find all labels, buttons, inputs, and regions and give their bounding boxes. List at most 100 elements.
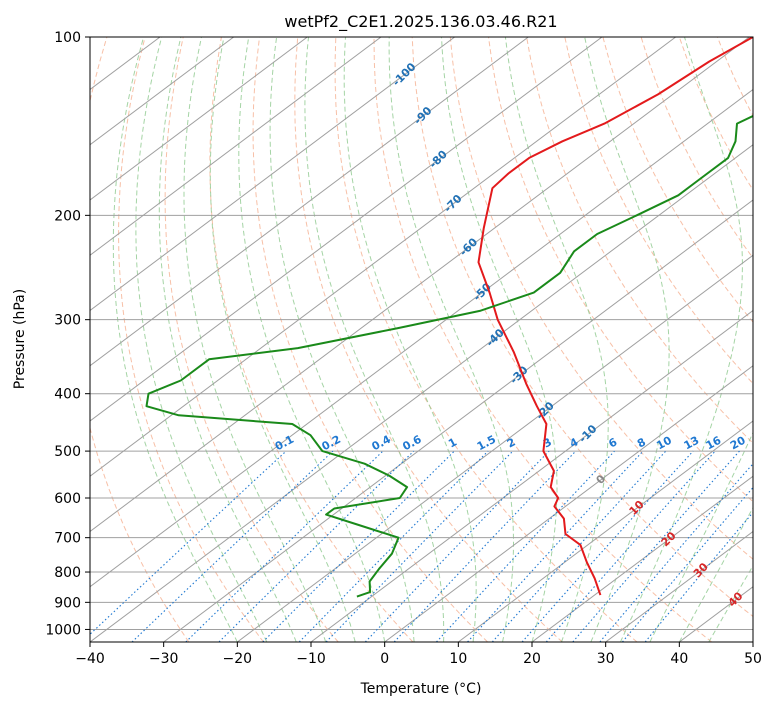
dry-adiabat-line: [90, 37, 190, 642]
mixing-ratio-label: 8: [635, 435, 648, 450]
mixing-ratio-label: 16: [704, 434, 724, 453]
mixing-ratio-label: 10: [654, 434, 674, 453]
mixing-ratio-line: [364, 450, 550, 642]
mixing-ratio-label: 13: [682, 434, 702, 453]
isotherm-label: 10: [627, 498, 647, 518]
moist-adiabat-line: [441, 37, 558, 642]
y-tick-label: 100: [54, 30, 81, 46]
pressure-grid: [90, 37, 753, 630]
mixing-ratio-label: 0.6: [400, 433, 424, 454]
y-tick-label: 800: [54, 565, 81, 581]
profile-series: [145, 37, 753, 598]
isotherm-line: [605, 530, 753, 642]
mixing-ratio-label: 25: [753, 434, 773, 453]
mixing-ratio-line: [599, 462, 753, 642]
mixing-ratio-line: [467, 450, 644, 642]
dry-adiabat-line: [164, 37, 339, 642]
mixing-ratio-line: [521, 450, 694, 642]
mixing-ratio-line: [325, 450, 514, 642]
isotherm-label: -50: [471, 280, 494, 303]
isotherm-label: 0: [594, 472, 609, 487]
mixing-ratio-label: 0.2: [320, 433, 343, 454]
isotherm-line: [90, 88, 753, 588]
isotherm-line: [310, 309, 753, 642]
y-tick-label: 700: [54, 531, 81, 547]
x-tick-label: 40: [670, 651, 688, 667]
isotherm-line: [752, 641, 753, 642]
dry-adiabat-line: [449, 37, 753, 560]
y-tick-label: 300: [54, 313, 81, 329]
dewpoint-profile-line: [145, 114, 753, 598]
mixing-ratio-line: [185, 450, 384, 642]
y-axis-ticks: 100 200 300 400 500 600 700 800 900 1000: [45, 30, 90, 638]
mixing-ratio-line: [491, 450, 667, 642]
mixing-ratio-line: [393, 450, 577, 642]
isotherm-line: [90, 37, 529, 367]
x-tick-label: −20: [223, 651, 253, 667]
mixing-ratio-line: [90, 450, 287, 635]
mixing-ratio-line: [644, 511, 753, 642]
isotherm-label: -80: [427, 148, 450, 171]
mixing-ratio-label: 0.4: [370, 433, 394, 454]
moist-adiabat-line: [209, 37, 356, 642]
mixing-ratio-line: [621, 486, 753, 642]
isotherm-grid: [90, 37, 753, 642]
y-tick-label: 200: [54, 208, 81, 224]
moist-adiabat-line: [112, 37, 238, 642]
isotherm-line: [90, 37, 308, 201]
x-tick-label: −30: [149, 651, 179, 667]
y-tick-label: 400: [54, 387, 81, 403]
mixing-ratio-label: 1.5: [475, 433, 498, 454]
isotherm-line: [237, 254, 753, 642]
dry-adiabat-line: [209, 37, 414, 642]
y-tick-label: 600: [54, 491, 81, 507]
moist-adiabat-line: [135, 37, 268, 642]
dry-adiabat-line: [756, 37, 775, 642]
mixing-ratio-line: [218, 450, 415, 642]
dry-adiabat-line: [526, 37, 753, 444]
mixing-ratio-line: [545, 450, 716, 642]
mixing-ratio-lines: [90, 450, 753, 642]
isotherm-label: -90: [411, 104, 434, 127]
isotherm-line: [531, 475, 753, 642]
dry-adiabat-line: [118, 37, 264, 642]
dry-adiabat-line: [564, 37, 753, 385]
x-tick-label: 30: [597, 651, 615, 667]
moist-adiabat-line: [238, 37, 386, 642]
isotherm-label: -70: [441, 192, 464, 215]
isotherm-line: [90, 37, 750, 533]
x-tick-label: 50: [744, 651, 762, 667]
isotherm-label: -10: [576, 422, 599, 445]
x-tick-label: 20: [523, 651, 541, 667]
moist-adiabat-line: [584, 37, 670, 642]
isotherm-line: [90, 37, 455, 312]
y-axis-label: Pressure (hPa): [12, 289, 28, 389]
isotherm-line: [90, 37, 234, 146]
y-tick-label: 1000: [45, 622, 81, 638]
moist-adiabat-line: [343, 37, 477, 642]
dry-adiabat-line: [411, 37, 753, 618]
plot-frame: [89, 36, 754, 643]
isotherm-line: [90, 37, 603, 422]
isotherm-label: 40: [726, 589, 746, 609]
mixing-ratio-line: [131, 450, 334, 642]
dry-adiabat-line: [252, 37, 488, 642]
temperature-profile-line: [477, 37, 753, 596]
mixing-ratio-label: 0.1: [273, 433, 296, 454]
moist-adiabat-line: [183, 37, 327, 642]
dry-adiabat-line: [602, 37, 753, 323]
isotherm-label: -60: [457, 235, 480, 258]
y-tick-label: 500: [54, 444, 81, 460]
x-tick-label: 10: [449, 651, 467, 667]
dry-adiabat-line: [294, 37, 563, 642]
isotherm-line: [163, 199, 753, 642]
moist-adiabat-line: [388, 37, 514, 642]
mixing-ratio-line: [435, 450, 615, 642]
x-tick-label: 0: [380, 651, 389, 667]
dry-adiabat-line: [488, 37, 753, 503]
isotherm-line: [90, 37, 676, 477]
plot-area: -100-90-80-70-60-50-40-30-20-10010203040…: [90, 37, 775, 642]
x-tick-label: −10: [296, 651, 326, 667]
x-axis-ticks: −40 −30 −20 −10 0 10 20 30 40 50: [75, 642, 762, 667]
